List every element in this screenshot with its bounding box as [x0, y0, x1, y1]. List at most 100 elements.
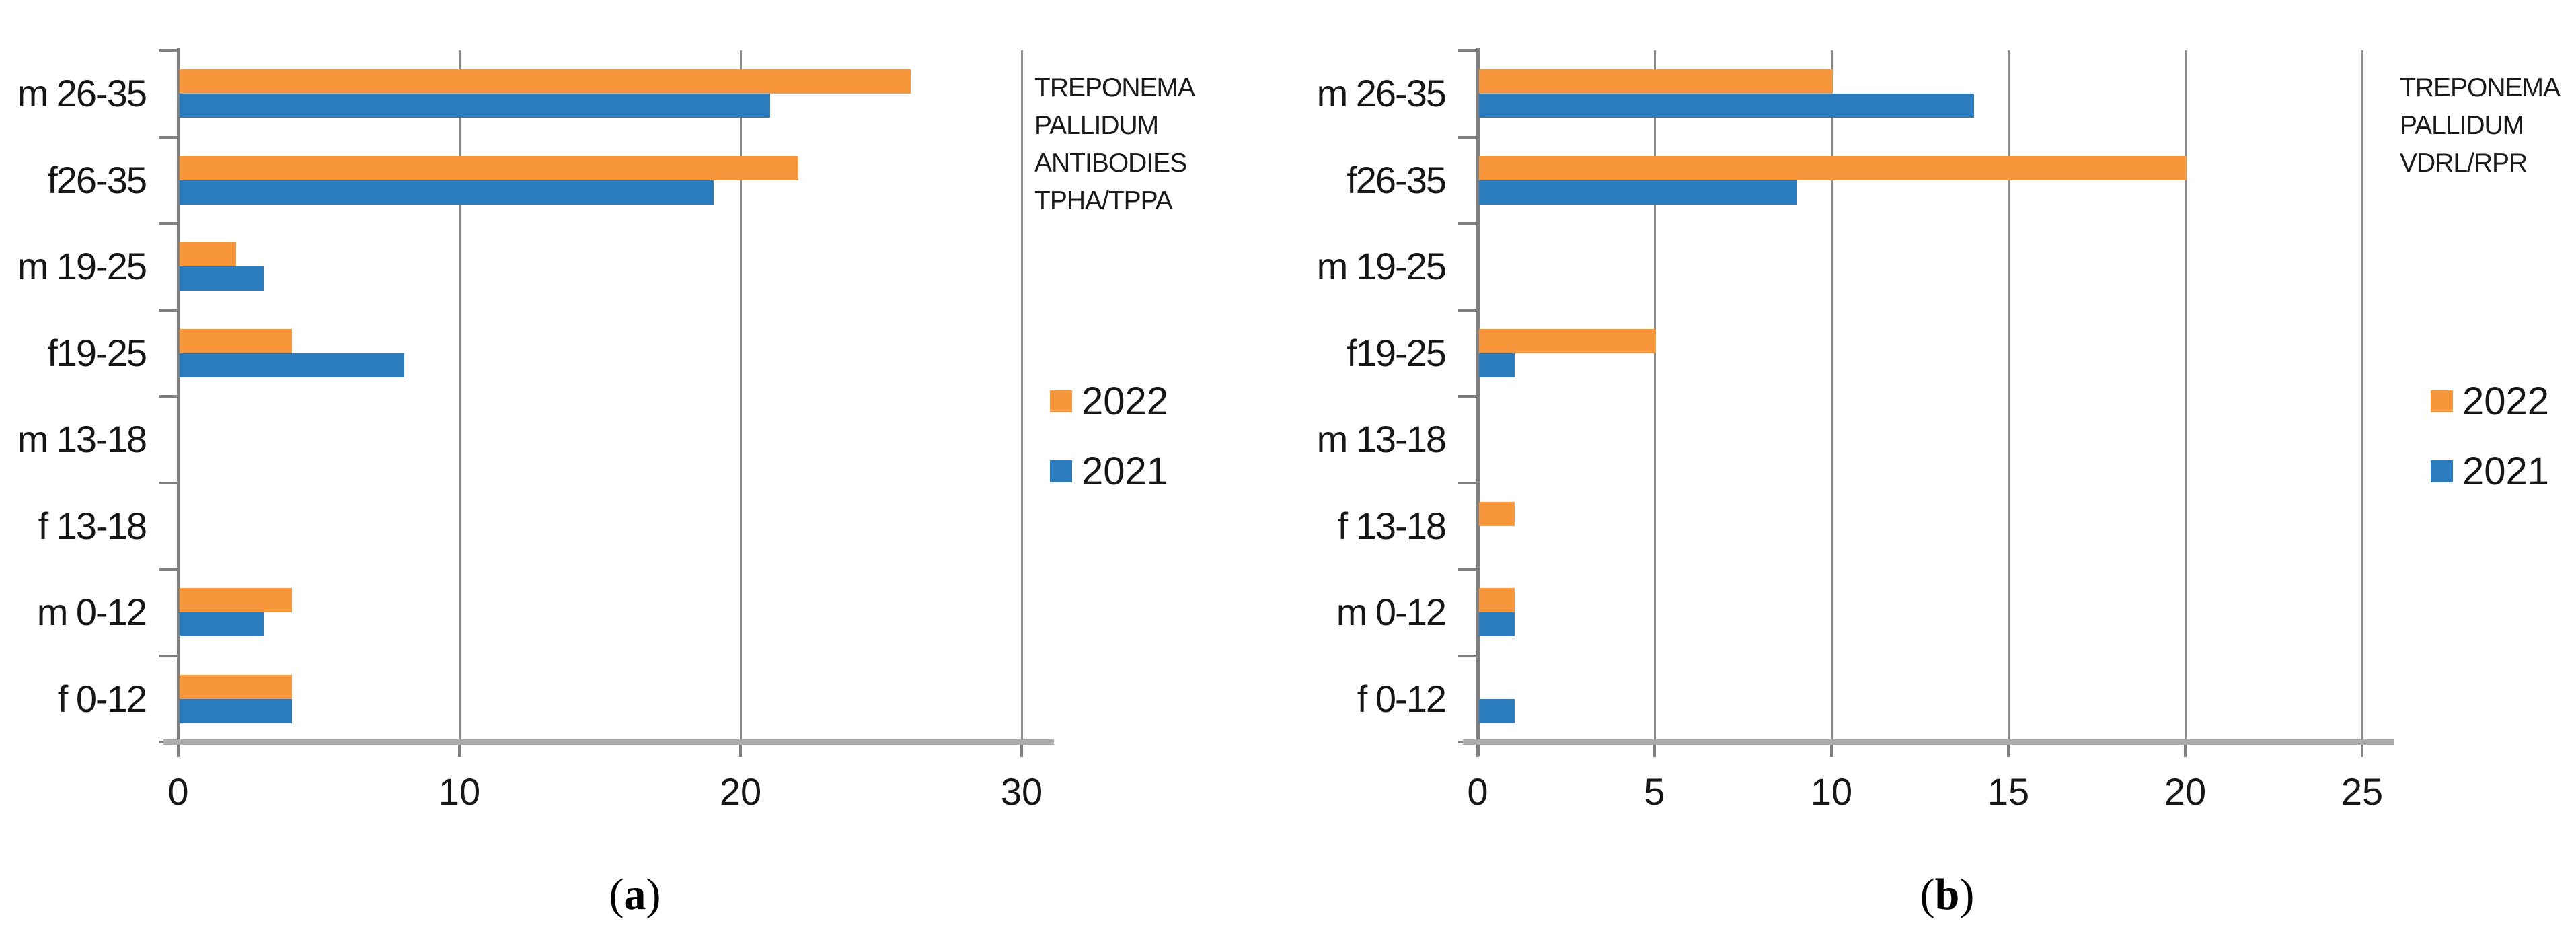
chart-b-x-tick-label-20: 20 [2164, 770, 2207, 813]
chart-a-legend-title-line: ANTIBODIES [1034, 149, 1187, 178]
chart-a-y-tick [159, 481, 178, 484]
caption-a: (a) [609, 869, 661, 920]
chart-b-gridline-x15 [2007, 50, 2010, 742]
chart-b-y-tick [1458, 135, 1478, 139]
chart-a-y-tick [159, 135, 178, 139]
chart-b-y-tick [1458, 222, 1478, 225]
chart-b-legend-label-2021: 2021 [2462, 449, 2550, 493]
chart-b-x-tick-label-15: 15 [1987, 770, 2030, 813]
chart-a-bar-2021 [180, 698, 293, 723]
chart-a-legend-title-line: TPHA/TPPA [1034, 186, 1173, 215]
chart-b-legend-label-2022: 2022 [2462, 379, 2550, 423]
chart-b-category-label: f 13-18 [1337, 504, 1447, 547]
chart-b-y-tick [1458, 49, 1478, 52]
chart-a-y-tick [159, 395, 178, 398]
caption-b-close: ) [1959, 870, 1975, 919]
chart-a-bar-2021 [180, 94, 770, 118]
chart-a-category-label: f 0-12 [57, 677, 147, 720]
chart-a-bar-2022 [180, 588, 293, 613]
chart-b-y-axis [1476, 48, 1480, 756]
chart-b-x-tick-label-10: 10 [1810, 770, 1853, 813]
chart-a-gridline-x20 [739, 50, 742, 742]
chart-a-x-tick-30 [1020, 745, 1023, 757]
chart-a-y-tick [159, 222, 178, 225]
caption-a-close: ) [646, 870, 661, 919]
chart-a-bar-2021 [180, 266, 264, 291]
chart-b-legend-title-line: TREPONEMA [2400, 73, 2561, 102]
chart-a-gridline-x30 [1020, 50, 1023, 742]
chart-a-bar-2022 [180, 155, 798, 180]
chart-a-x-tick-label-20: 20 [719, 770, 762, 813]
chart-b-bar-2021 [1479, 180, 1798, 205]
caption-b-letter: b [1934, 870, 1960, 919]
caption-a-open: ( [609, 870, 624, 919]
chart-b-bar-2022 [1479, 328, 1656, 353]
chart-b-y-tick [1458, 395, 1478, 398]
chart-a-legend-title-line: PALLIDUM [1034, 111, 1159, 140]
caption-b: (b) [1920, 869, 1975, 920]
chart-b-legend-title-line: VDRL/RPR [2400, 149, 2528, 178]
chart-b-gridline-x20 [2184, 50, 2187, 742]
chart-a-category-label: m 0-12 [36, 591, 147, 634]
chart-b-x-tick-label-25: 25 [2341, 770, 2384, 813]
chart-b-gridline-x5 [1653, 50, 1656, 742]
chart-b-category-label: f 0-12 [1357, 677, 1447, 720]
chart-a-y-tick [159, 308, 178, 312]
chart-b-legend-swatch-2022 [2431, 390, 2453, 412]
chart-b-x-tick-label-0: 0 [1467, 770, 1488, 813]
chart-b-y-tick [1458, 308, 1478, 312]
chart-a-legend-label-2022: 2022 [1082, 379, 1169, 423]
chart-b-y-tick [1458, 654, 1478, 657]
chart-b-x-tick-label-5: 5 [1644, 770, 1665, 813]
chart-a-y-axis [176, 48, 180, 756]
chart-a-bar-2022 [180, 242, 236, 267]
chart-b-category-label: m 13-18 [1316, 418, 1447, 461]
chart-b-category-label: m 26-35 [1316, 72, 1447, 115]
chart-a-bar-2021 [180, 180, 714, 205]
chart-a-x-tick-label-10: 10 [438, 770, 481, 813]
chart-a-gridline-x10 [458, 50, 461, 742]
chart-a-bar-2022 [180, 328, 293, 353]
chart-a-category-label: m 13-18 [17, 418, 147, 461]
chart-b-x-tick-0 [1476, 745, 1479, 757]
chart-a-legend-swatch-2021 [1050, 460, 1072, 482]
chart-b-x-tick-25 [2361, 745, 2363, 757]
chart-b-bar-2022 [1479, 69, 1833, 94]
chart-a-legend-title-line: TREPONEMA [1034, 73, 1195, 102]
chart-a-x-axis [163, 739, 1054, 745]
chart-b-x-tick-20 [2184, 745, 2187, 757]
chart-a-bar-2021 [180, 612, 264, 637]
chart-b-bar-2021 [1479, 612, 1515, 637]
chart-a-category-label: f26-35 [47, 158, 147, 201]
chart-a-category-label: f 13-18 [38, 504, 147, 547]
chart-b-category-label: m 0-12 [1336, 591, 1447, 634]
chart-b-y-tick [1458, 568, 1478, 571]
chart-a-category-label: f19-25 [47, 331, 147, 374]
chart-a-category-label: m 19-25 [17, 245, 147, 288]
chart-a-legend-swatch-2022 [1050, 390, 1072, 412]
chart-b-bar-2021 [1479, 698, 1515, 723]
chart-a-bar-2021 [180, 353, 405, 377]
chart-a-x-tick-0 [177, 745, 180, 757]
chart-a-x-tick-label-30: 30 [1000, 770, 1043, 813]
chart-b-gridline-x25 [2361, 50, 2363, 742]
chart-a-y-tick [159, 654, 178, 657]
chart-b-legend-swatch-2021 [2431, 460, 2453, 482]
chart-b-y-tick [1458, 481, 1478, 484]
chart-a-x-tick-10 [458, 745, 461, 757]
chart-a-x-tick-label-0: 0 [167, 770, 189, 813]
chart-b-bar-2022 [1479, 588, 1515, 613]
chart-b-bar-2022 [1479, 155, 2187, 180]
chart-b-x-tick-15 [2007, 745, 2010, 757]
chart-b-bar-2021 [1479, 353, 1515, 377]
chart-a-category-label: m 26-35 [17, 72, 147, 115]
chart-b-x-tick-5 [1653, 745, 1656, 757]
chart-a-bar-2022 [180, 69, 911, 94]
chart-a-bar-2022 [180, 674, 293, 699]
chart-b-category-label: m 19-25 [1316, 245, 1447, 288]
chart-b-legend-title-line: PALLIDUM [2400, 111, 2524, 140]
chart-b-bar-2022 [1479, 501, 1515, 526]
caption-b-open: ( [1920, 870, 1935, 919]
chart-b-x-axis [1463, 739, 2394, 745]
